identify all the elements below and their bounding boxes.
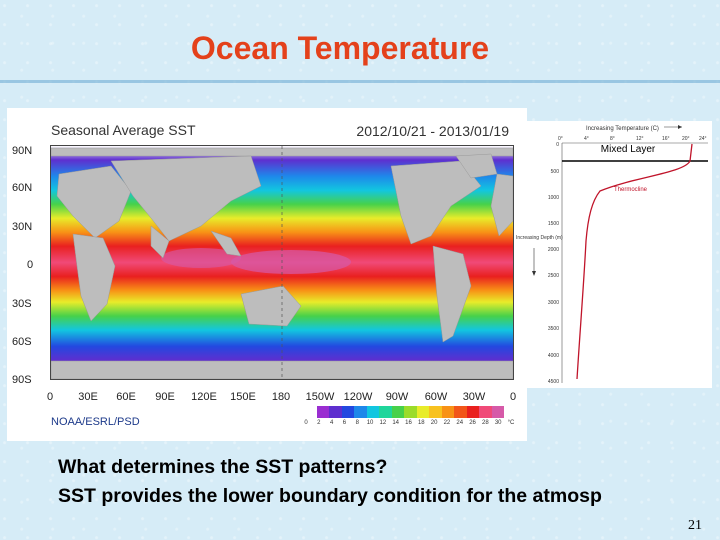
colorbar-tick-label: 26 xyxy=(469,420,476,426)
colorbar-tick-label: °C xyxy=(507,420,515,426)
colorbar-swatch xyxy=(391,406,404,418)
lat-label: 60S xyxy=(12,336,32,348)
colorbar-tick-label: 4 xyxy=(329,420,334,426)
lon-label: 0 xyxy=(46,391,54,403)
colorbar-swatch xyxy=(329,406,342,418)
colorbar-swatch xyxy=(316,406,329,418)
profile-y-tick: 3500 xyxy=(548,326,559,332)
lat-label: 90S xyxy=(12,374,32,386)
colorbar-swatch xyxy=(366,406,379,418)
profile-x-tick: 0° xyxy=(558,136,563,142)
profile-y-tick: 0 xyxy=(556,142,559,148)
profile-y-tick: 1500 xyxy=(548,221,559,227)
lon-label: 30E xyxy=(78,391,98,403)
profile-y-tick: 1000 xyxy=(548,195,559,201)
lat-label: 0 xyxy=(27,259,34,271)
longitude-axis: 0 30E 60E 90E 120E 150E 180 150W 120W 90… xyxy=(37,391,527,405)
colorbar-tick-label: 0 xyxy=(304,420,308,426)
profile-y-tick: 500 xyxy=(551,169,560,175)
colorbar-tick-label: 10 xyxy=(366,420,374,426)
lon-label: 90E xyxy=(155,391,175,403)
profile-y-tick: 2000 xyxy=(548,247,559,253)
colorbar-ticks: 0 2 4 6 8 10 12 14 16 18 20 22 24 26 28 30 °C xyxy=(304,420,514,430)
lat-label: 90N xyxy=(12,145,33,157)
lon-label: 90W xyxy=(385,391,409,403)
colorbar-tick-label: 12 xyxy=(379,420,387,426)
colorbar-swatch xyxy=(379,406,392,418)
thermocline-label: Thermocline xyxy=(614,187,648,193)
lon-label: 150E xyxy=(230,391,256,403)
mixed-layer-label: Mixed Layer xyxy=(590,144,666,155)
lon-label: 180 xyxy=(271,391,291,403)
sst-colorbar xyxy=(304,406,504,418)
profile-y-title: Increasing Depth (m) xyxy=(516,235,563,241)
colorbar-tick-label: 14 xyxy=(392,420,400,426)
profile-x-title: Increasing Temperature (C) xyxy=(586,126,659,132)
body-text-question: What determines the SST patterns? xyxy=(58,456,388,478)
lon-label: 120E xyxy=(191,391,217,403)
colorbar-tick-label: 8 xyxy=(355,420,359,426)
lat-label: 30S xyxy=(12,298,32,310)
lon-label: 0 xyxy=(509,391,517,403)
sst-world-map xyxy=(50,145,514,380)
map-date-range: 2012/10/21 - 2013/01/19 xyxy=(356,123,509,139)
lon-label: 120W xyxy=(343,391,373,403)
colorbar-swatch xyxy=(479,406,492,418)
sst-map-graphic xyxy=(51,146,513,379)
colorbar-tick-label: 30 xyxy=(494,420,502,426)
lat-label: 30N xyxy=(12,221,33,233)
title-underline xyxy=(0,80,720,83)
profile-x-tick: 12° xyxy=(636,136,644,142)
colorbar-swatch xyxy=(304,406,317,418)
sst-map-panel: Seasonal Average SST 2012/10/21 - 2013/0… xyxy=(7,108,527,441)
lon-label: 60E xyxy=(116,391,136,403)
colorbar-tick-label: 28 xyxy=(482,420,489,426)
map-title: Seasonal Average SST xyxy=(51,122,196,138)
profile-x-tick: 8° xyxy=(610,136,615,142)
lon-label: 150W xyxy=(305,391,335,403)
colorbar-tick-label: 22 xyxy=(443,420,451,426)
colorbar-swatch xyxy=(404,406,417,418)
lon-label: 60W xyxy=(424,391,448,403)
profile-graphic: Increasing Temperature (C) 0° 4° 8° 12° … xyxy=(516,125,708,385)
lon-label: 30W xyxy=(462,391,486,403)
profile-y-tick: 4000 xyxy=(548,353,559,359)
colorbar-swatch xyxy=(354,406,367,418)
colorbar-tick-label: 2 xyxy=(317,420,321,426)
colorbar-swatch xyxy=(441,406,454,418)
colorbar-swatch xyxy=(341,406,354,418)
profile-y-tick: 2500 xyxy=(548,273,559,279)
colorbar-swatch xyxy=(429,406,442,418)
colorbar-tick-label: 6 xyxy=(342,420,347,426)
slide-title: Ocean Temperature xyxy=(190,30,490,66)
colorbar-swatch xyxy=(454,406,467,418)
colorbar-swatch xyxy=(416,406,429,418)
profile-y-tick: 3000 xyxy=(548,300,559,306)
lat-label: 60N xyxy=(12,182,33,194)
colorbar-tick-label: 24 xyxy=(456,420,464,426)
profile-x-tick: 24° xyxy=(699,136,707,142)
temperature-depth-profile: Increasing Temperature (C) 0° 4° 8° 12° … xyxy=(514,121,712,388)
profile-x-tick: 20° xyxy=(682,136,690,142)
colorbar-swatch xyxy=(491,406,504,418)
profile-y-tick: 4500 xyxy=(548,379,559,385)
colorbar-swatch xyxy=(466,406,479,418)
map-credit: NOAA/ESRL/PSD xyxy=(51,416,140,428)
colorbar-tick-label: 20 xyxy=(430,420,438,426)
profile-x-tick: 16° xyxy=(662,136,670,142)
body-text-statement: SST provides the lower boundary conditio… xyxy=(58,485,602,507)
colorbar-tick-label: 16 xyxy=(405,420,412,426)
colorbar-tick-label: 18 xyxy=(417,420,425,426)
page-number: 21 xyxy=(688,518,702,533)
profile-x-tick: 4° xyxy=(584,136,589,142)
